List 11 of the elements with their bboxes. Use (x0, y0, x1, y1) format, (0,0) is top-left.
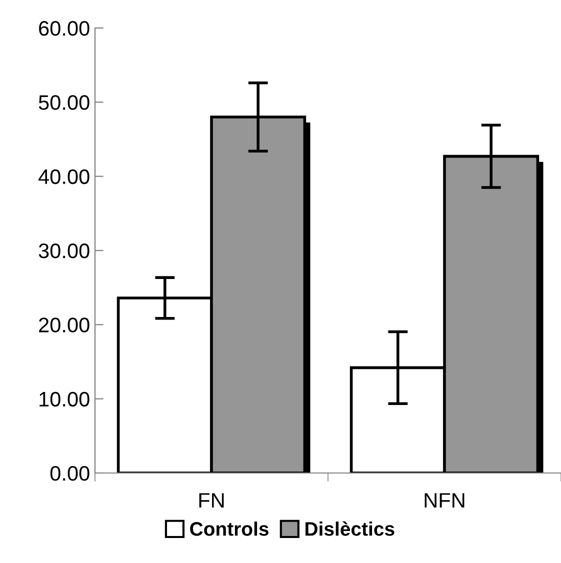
x-tick-label: NFN (424, 493, 464, 508)
y-tick-label: 10.00 (40, 392, 90, 407)
y-tick-label: 20.00 (39, 318, 90, 332)
y-tick-label: 30.00 (38, 244, 90, 258)
x-tick-label: FN (199, 493, 224, 508)
legend-label: Controls (190, 522, 268, 536)
y-tick-label: 40.00 (38, 169, 90, 184)
legend-label: Dislèctics (306, 521, 394, 536)
y-tick-label: 50.00 (38, 95, 90, 110)
y-tick-label: 0.00 (50, 466, 90, 481)
y-tick-label: 60.00 (39, 21, 90, 36)
